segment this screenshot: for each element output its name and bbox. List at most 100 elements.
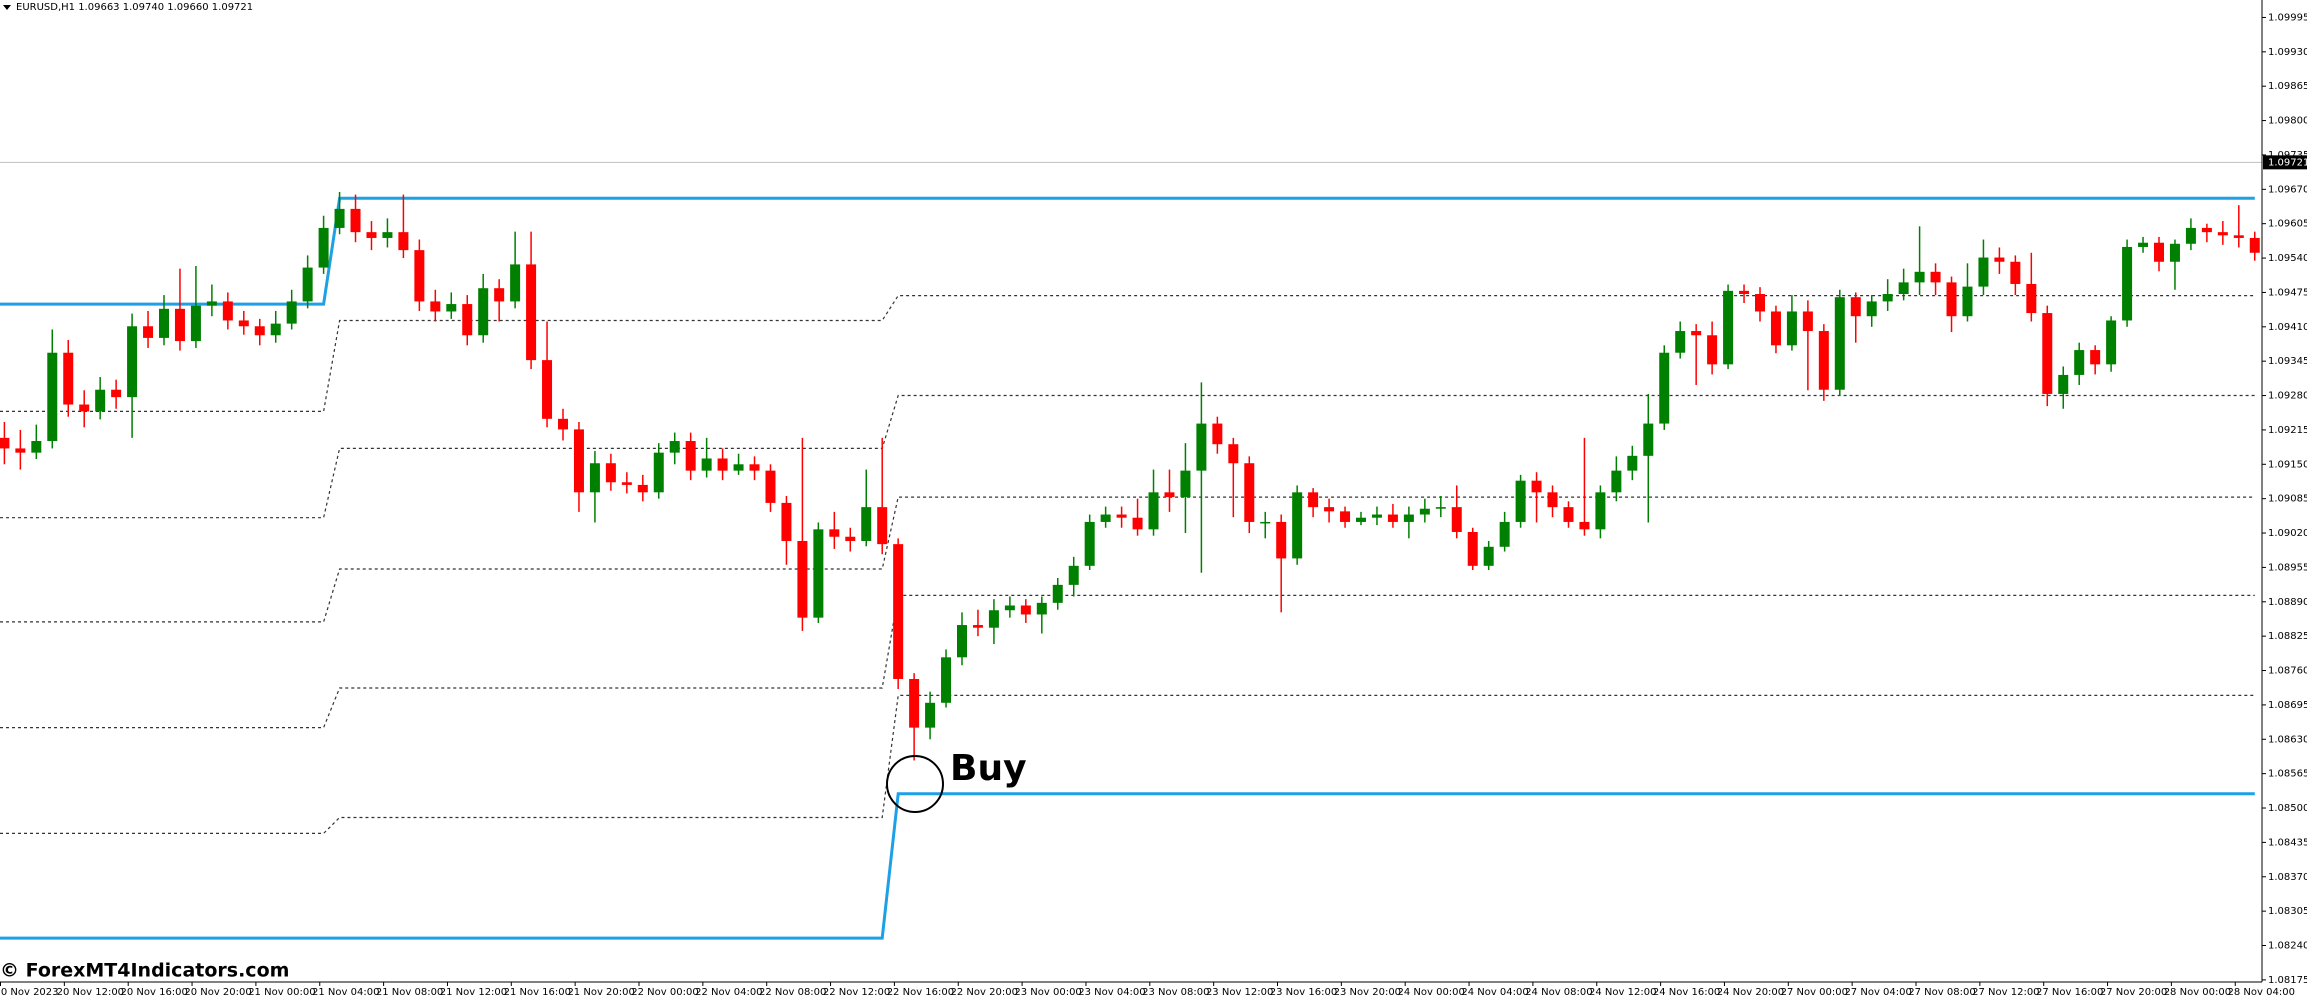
candle-body	[1914, 271, 1925, 283]
x-tick-label: 27 Nov 04:00	[1844, 987, 1911, 998]
y-tick-label: 1.08370	[2268, 872, 2307, 883]
candle-body	[1164, 492, 1175, 498]
y-tick-label: 1.08955	[2268, 562, 2307, 573]
candle-body	[1340, 511, 1351, 522]
candle-body	[2249, 237, 2260, 253]
y-tick-label: 1.08825	[2268, 631, 2307, 642]
candle-body	[1659, 352, 1670, 424]
x-tick-label: 22 Nov 20:00	[951, 987, 1018, 998]
x-tick-label: 22 Nov 08:00	[759, 987, 826, 998]
y-tick-label: 1.09995	[2268, 12, 2307, 23]
candle-body	[270, 323, 281, 336]
y-tick-label: 1.09410	[2268, 322, 2307, 333]
candle-body	[2026, 283, 2037, 314]
y-tick-label: 1.09605	[2268, 219, 2307, 230]
candle-body	[446, 304, 457, 312]
candle-body	[749, 464, 760, 471]
candle-body	[861, 507, 872, 541]
x-tick-label: 22 Nov 04:00	[695, 987, 762, 998]
candle-body	[877, 507, 888, 545]
candle-body	[733, 464, 744, 471]
buy-circle	[886, 755, 944, 813]
x-tick-label: 20 Nov 16:00	[120, 987, 187, 998]
candle-body	[1531, 480, 1542, 493]
candle-body	[797, 540, 808, 618]
x-tick-label: 27 Nov 00:00	[1781, 987, 1848, 998]
candle-body	[1675, 331, 1686, 353]
candle-body	[526, 264, 537, 361]
level-line	[0, 496, 2255, 623]
x-tick-label: 27 Nov 12:00	[1972, 987, 2039, 998]
candle-body	[1563, 507, 1574, 522]
x-tick-label: 23 Nov 00:00	[1014, 987, 1081, 998]
candle-body	[1292, 492, 1303, 559]
candle-body	[0, 437, 10, 449]
candle-body	[31, 441, 42, 453]
x-tick-label: 21 Nov 08:00	[376, 987, 443, 998]
candle-body	[2090, 350, 2101, 365]
candle-body	[430, 301, 441, 312]
menu-triangle[interactable]	[3, 5, 11, 10]
candle-body	[1435, 507, 1446, 509]
candle-body	[1962, 286, 1973, 317]
candle-body	[1324, 507, 1335, 512]
axis-layer: 1.099951.099301.098651.098001.097351.096…	[0, 12, 2307, 998]
x-tick-label: 22 Nov 00:00	[631, 987, 698, 998]
y-tick-label: 1.09540	[2268, 253, 2307, 264]
candle-body	[589, 463, 600, 493]
candle-body	[988, 610, 999, 628]
y-tick-label: 1.09280	[2268, 391, 2307, 402]
candle-body	[1148, 492, 1159, 530]
candle-body	[1834, 297, 1845, 390]
candle-body	[1084, 521, 1095, 566]
x-tick-label: 20 Nov 12:00	[57, 987, 124, 998]
candle-body	[1866, 301, 1877, 317]
candle-body	[143, 326, 154, 338]
candle-body	[685, 441, 696, 471]
x-tick-label: 21 Nov 12:00	[440, 987, 507, 998]
candle-body	[1052, 584, 1063, 603]
candle-layer	[0, 191, 2260, 761]
candle-body	[1403, 514, 1414, 522]
candle-body	[1260, 521, 1271, 524]
watermark: © ForexMT4Indicators.com	[0, 960, 289, 982]
y-tick-label: 1.08175	[2268, 975, 2307, 986]
y-tick-label: 1.08500	[2268, 803, 2307, 814]
level-line	[0, 694, 2255, 834]
candle-body	[1994, 257, 2005, 262]
candle-body	[1371, 514, 1382, 518]
candle-body	[2074, 350, 2085, 375]
y-tick-label: 1.09215	[2268, 425, 2307, 436]
y-tick-label: 1.08565	[2268, 769, 2307, 780]
candle-body	[717, 458, 728, 471]
candle-body	[1196, 423, 1207, 471]
candle-body	[302, 267, 313, 302]
candle-body	[909, 678, 920, 728]
candle-body	[334, 208, 345, 228]
y-tick-label: 1.08760	[2268, 666, 2307, 677]
candle-body	[653, 452, 664, 493]
candle-body	[1643, 423, 1654, 456]
x-tick-label: 27 Nov 08:00	[1908, 987, 1975, 998]
candle-body	[1818, 331, 1829, 390]
candle-body	[1547, 492, 1558, 508]
candle-body	[350, 208, 361, 233]
candle-body	[478, 288, 489, 336]
level-line	[0, 295, 2255, 412]
candle-body	[1946, 282, 1957, 317]
candle-body	[1850, 297, 1861, 317]
candle-body	[1627, 455, 1638, 471]
candle-body	[1276, 521, 1287, 559]
x-tick-label: 22 Nov 16:00	[887, 987, 954, 998]
x-tick-label: 28 Nov 00:00	[2164, 987, 2231, 998]
x-tick-label: 21 Nov 16:00	[504, 987, 571, 998]
candle-body	[972, 625, 983, 628]
candle-body	[15, 448, 26, 453]
level-line	[0, 594, 2255, 729]
candle-body	[174, 308, 185, 342]
candle-body	[2042, 313, 2053, 394]
candle-body	[765, 470, 776, 503]
candle-body	[63, 352, 74, 405]
